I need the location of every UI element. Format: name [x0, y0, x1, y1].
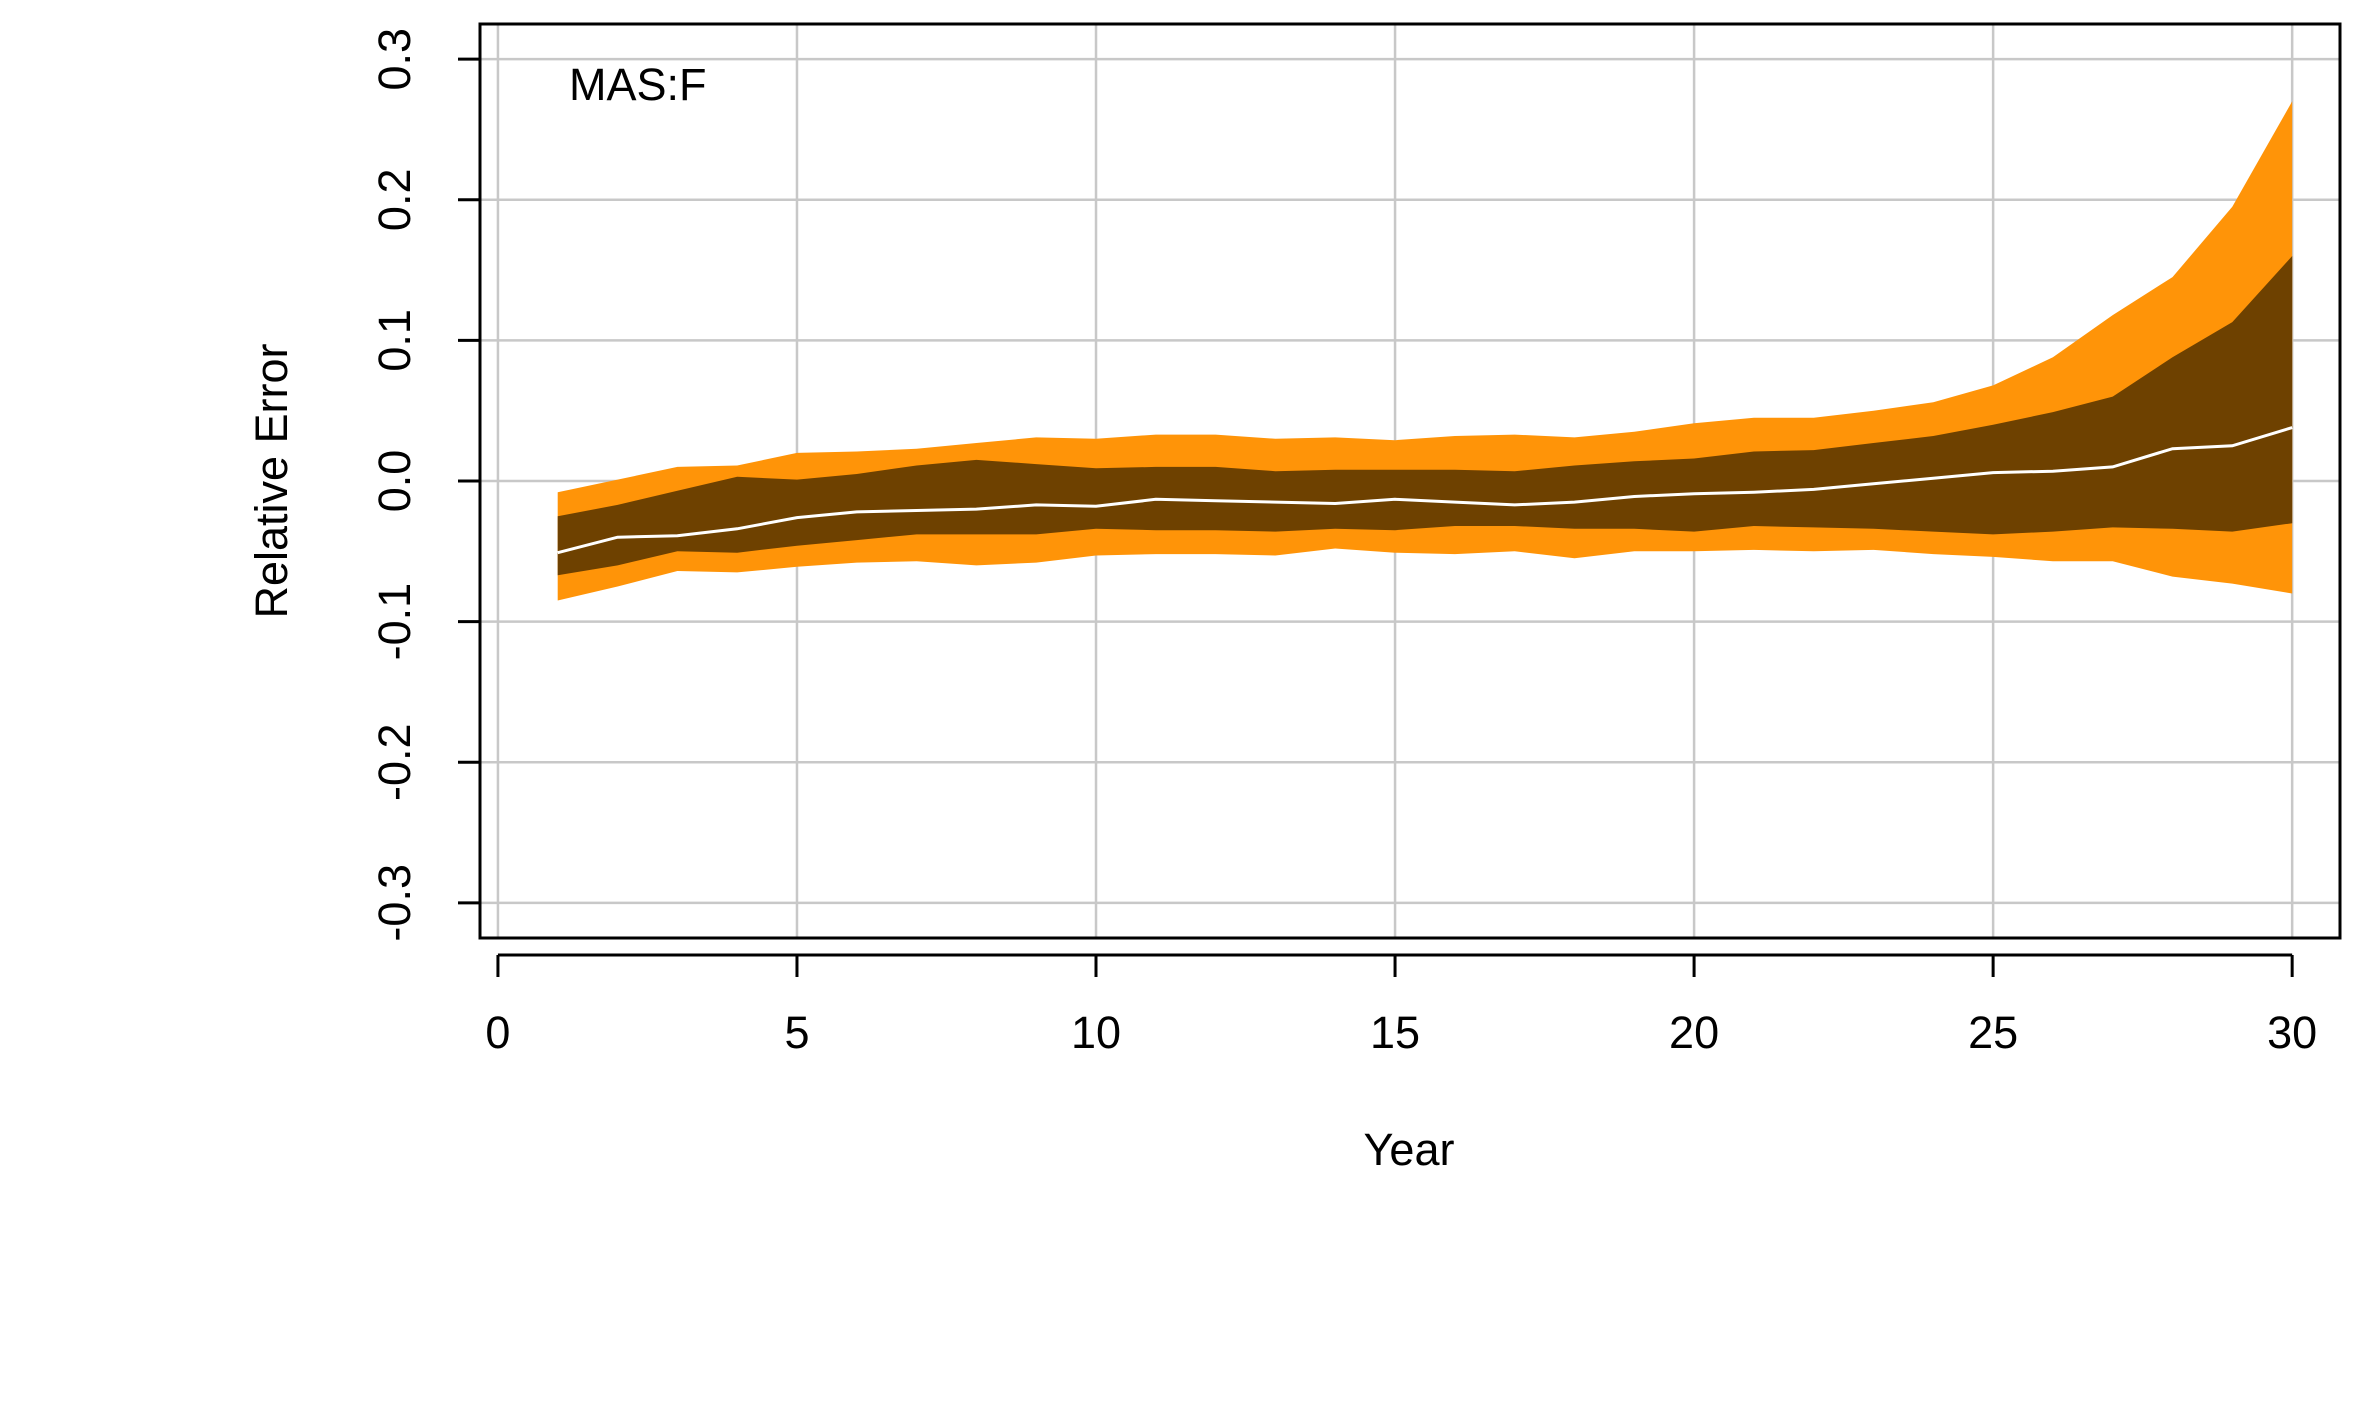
y-tick-label-0.2: 0.2 [369, 169, 420, 232]
band-layer [557, 101, 2293, 601]
x-axis: 0 5 10 15 20 25 30 [485, 953, 2317, 1058]
x-tick-label-15: 15 [1370, 1007, 1420, 1058]
x-tick-label-30: 30 [2267, 1007, 2317, 1058]
y-tick-label-0.0: 0.0 [369, 450, 420, 513]
y-axis-label: Relative Error [246, 343, 297, 618]
median-line [557, 426, 2293, 555]
line-layer [557, 426, 2293, 555]
y-tick-label--0.3: -0.3 [369, 864, 420, 942]
x-tick-label-5: 5 [784, 1007, 809, 1058]
y-tick-label--0.2: -0.2 [369, 723, 420, 801]
x-tick-label-25: 25 [1968, 1007, 2018, 1058]
x-tick-label-20: 20 [1669, 1007, 1719, 1058]
x-tick-label-0: 0 [485, 1007, 510, 1058]
panel-label: MAS:F [569, 59, 707, 110]
y-tick-label-0.1: 0.1 [369, 309, 420, 372]
y-tick-label-0.3: 0.3 [369, 28, 420, 91]
y-axis: -0.3 -0.2 -0.1 0.0 0.1 0.2 0.3 [369, 28, 480, 942]
inner-band [557, 256, 2293, 576]
y-tick-label--0.1: -0.1 [369, 583, 420, 661]
x-tick-label-10: 10 [1071, 1007, 1121, 1058]
x-axis-label: Year [1364, 1124, 1455, 1175]
